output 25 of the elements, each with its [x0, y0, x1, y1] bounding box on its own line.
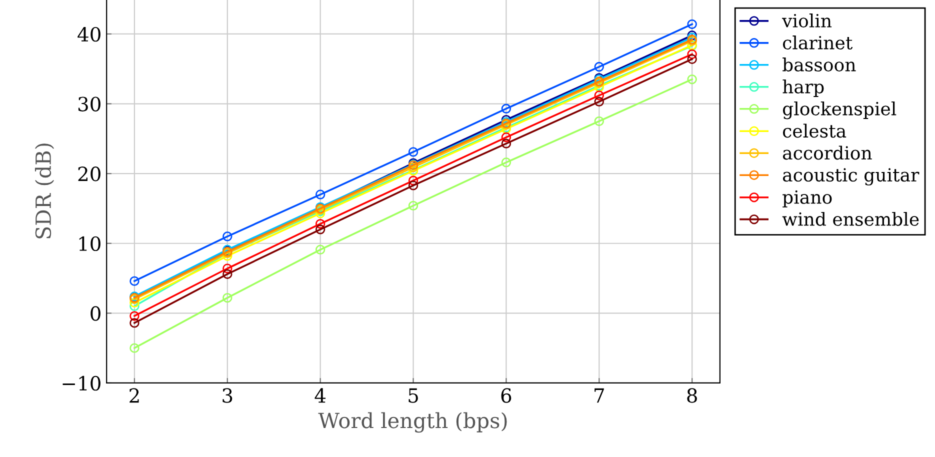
- legend-label: celesta: [782, 124, 846, 138]
- x-tick-label: 6: [501, 388, 512, 403]
- y-axis-title: SDR (dB): [34, 144, 54, 238]
- x-tick-label: 5: [408, 388, 418, 403]
- x-tick-label: 3: [222, 388, 232, 403]
- legend-label: bassoon: [782, 58, 856, 72]
- legend-label: acoustic guitar: [782, 168, 920, 186]
- legend-label: accordion: [782, 146, 872, 160]
- legend-label: violin: [782, 14, 832, 28]
- y-tick-label: 0: [90, 306, 100, 321]
- x-tick-label: 4: [314, 388, 326, 403]
- legend-label: glockenspiel: [782, 101, 896, 120]
- legend-label: harp: [782, 79, 824, 97]
- x-axis-title: Word length (bps): [318, 412, 507, 433]
- y-tick-label: 30: [78, 96, 100, 112]
- legend-label: wind ensemble: [782, 212, 919, 226]
- legend-label: piano: [782, 190, 832, 208]
- y-tick-label: −10: [62, 376, 100, 391]
- y-tick-label: 10: [79, 236, 100, 252]
- y-tick-label: 20: [78, 166, 100, 182]
- x-tick-label: 2: [130, 388, 139, 403]
- x-tick-label: 7: [594, 388, 604, 403]
- y-tick-label: 40: [78, 26, 100, 42]
- x-tick-label: 8: [687, 388, 697, 403]
- legend-label: clarinet: [782, 36, 853, 50]
